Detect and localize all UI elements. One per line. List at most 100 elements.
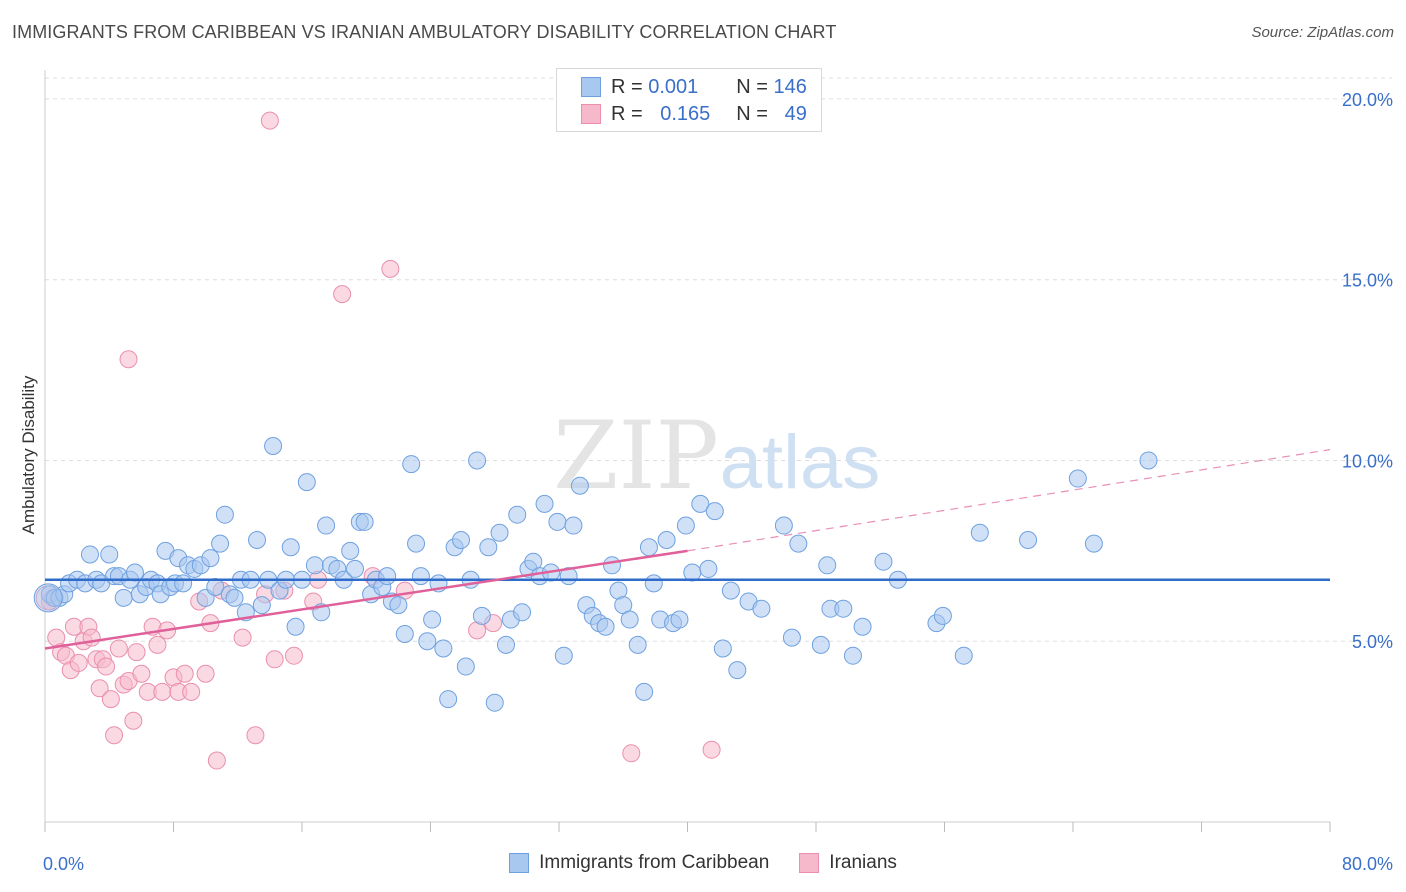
legend-r-label: R = (611, 75, 643, 98)
y-tick-label: 20.0% (1342, 90, 1393, 110)
caribbean-point (774, 516, 793, 535)
caribbean-point (657, 531, 676, 549)
caribbean-point (548, 512, 567, 531)
bottom-legend: Immigrants from Caribbean Iranians (0, 852, 1406, 874)
caribbean-point (346, 559, 365, 578)
caribbean-point (683, 563, 702, 582)
caribbean-point (317, 516, 336, 535)
caribbean-point (248, 531, 267, 549)
y-axis-title: Ambulatory Disability (19, 375, 38, 534)
caribbean-point (713, 639, 732, 658)
caribbean-point (355, 512, 374, 531)
legend-n-value: 146 (773, 75, 807, 98)
caribbean-point (479, 538, 498, 557)
caribbean-point (628, 635, 647, 654)
caribbean-point (811, 635, 830, 654)
y-tick-label: 10.0% (1342, 451, 1393, 471)
tick-labels: 5.0% 10.0% 15.0% 20.0% 0.0% 80.0% (43, 90, 1393, 874)
caribbean-point (418, 632, 437, 651)
iranians-point (132, 664, 151, 683)
caribbean-point (620, 610, 639, 629)
caribbean-point (728, 661, 747, 680)
caribbean-point (423, 610, 442, 629)
iranians-point (265, 650, 284, 669)
bottom-swatch-iranians (799, 853, 820, 873)
bottom-legend-iranians: Iranians (799, 852, 897, 874)
x-tick-label: 80.0% (1342, 854, 1393, 874)
legend-box: R = 0.001 N = 146 R = 0.165 N = 49 (556, 68, 822, 132)
y-tick-label: 5.0% (1352, 632, 1393, 652)
caribbean-point (125, 563, 144, 582)
caribbean-point (215, 505, 234, 524)
caribbean-point (402, 455, 421, 474)
legend-n-label: N = (736, 102, 768, 125)
caribbean-point (472, 606, 491, 625)
x-tick-label: 0.0% (43, 854, 84, 874)
caribbean-point (485, 693, 504, 712)
caribbean-point (705, 502, 724, 521)
iranians-point (233, 628, 252, 647)
caribbean-point (264, 437, 283, 455)
iranians-point (148, 635, 167, 654)
caribbean-point (252, 596, 271, 615)
caribbean-point (676, 516, 695, 535)
legend-r-value: 0.001 (648, 75, 699, 98)
trend-lines (44, 449, 1331, 650)
iranians-point (97, 657, 116, 676)
caribbean-point (834, 599, 853, 618)
caribbean-point (843, 646, 862, 665)
iranians-point (127, 643, 146, 662)
iranians-point (101, 690, 120, 709)
caribbean-point (490, 523, 509, 542)
bottom-legend-caribbean: Immigrants from Caribbean (509, 852, 769, 874)
caribbean-point (644, 574, 663, 593)
iranians-point (69, 653, 88, 672)
legend-n-value: 49 (784, 102, 807, 125)
axes (44, 70, 1331, 832)
iranians-point (182, 682, 201, 701)
caribbean-point (201, 549, 220, 568)
legend-row-caribbean: R = 0.001 N = 146 (581, 75, 807, 99)
caribbean-point (782, 628, 801, 647)
iranians-point (622, 744, 641, 763)
caribbean-point (874, 552, 893, 571)
caribbean-point (691, 494, 710, 513)
bottom-legend-label: Iranians (829, 852, 897, 873)
caribbean-point (378, 567, 397, 586)
iranians-point (119, 350, 138, 369)
caribbean-point (389, 596, 408, 615)
caribbean-point (456, 657, 475, 676)
iranians-point (260, 111, 279, 130)
caribbean-point (407, 534, 426, 553)
watermark: ZIP atlas (553, 402, 880, 511)
caribbean-point (535, 494, 554, 513)
caribbean-point (639, 538, 658, 557)
y-tick-label: 15.0% (1342, 271, 1393, 291)
caribbean-point (818, 556, 837, 575)
caribbean-point (434, 639, 453, 658)
chart-title: IMMIGRANTS FROM CARIBBEAN VS IRANIAN AMB… (12, 22, 837, 42)
gridlines (45, 77, 1392, 642)
legend-n-label: N = (736, 75, 768, 98)
caribbean-point (603, 556, 622, 575)
caribbean-point (596, 617, 615, 636)
caribbean-point (1019, 531, 1038, 549)
caribbean-point (211, 534, 230, 553)
iranians-point (381, 259, 400, 278)
source-label: Source: ZipAtlas.com (1251, 24, 1394, 41)
caribbean-point (853, 617, 872, 636)
iranians-trend-line (44, 549, 688, 650)
caribbean-point (1084, 534, 1103, 553)
caribbean-point (281, 538, 300, 557)
iranians-point (90, 679, 109, 698)
iranians-point (105, 726, 124, 745)
caribbean-point (789, 534, 808, 553)
legend-row-iranians: R = 0.165 N = 49 (581, 102, 807, 126)
caribbean-point (508, 505, 527, 524)
caribbean-point (1068, 469, 1087, 488)
iranians-point (124, 711, 143, 730)
caribbean-point (970, 523, 989, 542)
caribbean-point (513, 603, 532, 622)
watermark-zip: ZIP (553, 402, 719, 511)
caribbean-point (1139, 451, 1158, 470)
